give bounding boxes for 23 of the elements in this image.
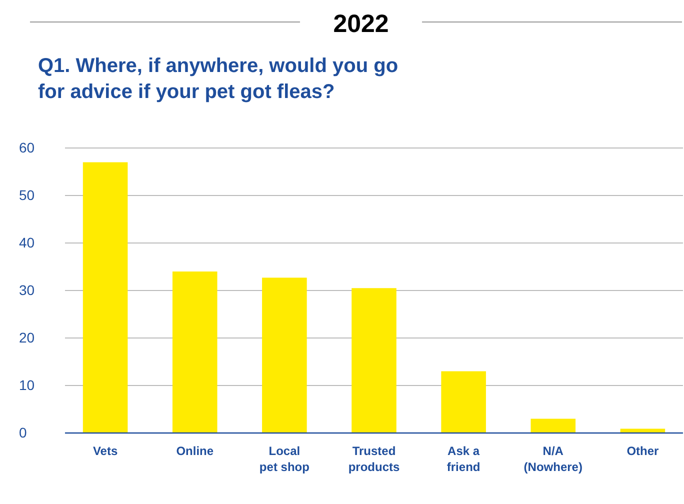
y-tick-label: 40 <box>19 234 35 250</box>
bar <box>530 418 576 433</box>
y-tick-label: 0 <box>19 424 27 440</box>
bar <box>82 162 128 433</box>
x-tick-label: N/A (Nowhere) <box>524 444 582 474</box>
bar <box>441 371 486 433</box>
x-tick-label: Ask a friend <box>446 444 480 474</box>
x-tick-label: Online <box>176 444 214 458</box>
chart-title: 2022 <box>333 10 389 38</box>
x-tick-label: Trusted products <box>348 444 400 474</box>
x-tick-label: Vets <box>92 444 118 458</box>
y-tick-label: 20 <box>19 329 35 346</box>
y-tick-label: 10 <box>19 376 35 393</box>
chart-subtitle: Q1. Where, if anywhere, would you go for advice if your pet got fleas? <box>38 55 398 103</box>
y-tick-label: 60 <box>19 139 35 156</box>
bar <box>352 288 396 433</box>
x-tick-label: Other <box>626 444 660 458</box>
x-tick-label: Local pet shop <box>259 444 310 474</box>
y-tick-label: 50 <box>19 186 35 203</box>
bar <box>172 272 218 433</box>
bar <box>620 428 666 433</box>
y-tick-label: 30 <box>19 282 35 298</box>
bar <box>262 278 307 433</box>
